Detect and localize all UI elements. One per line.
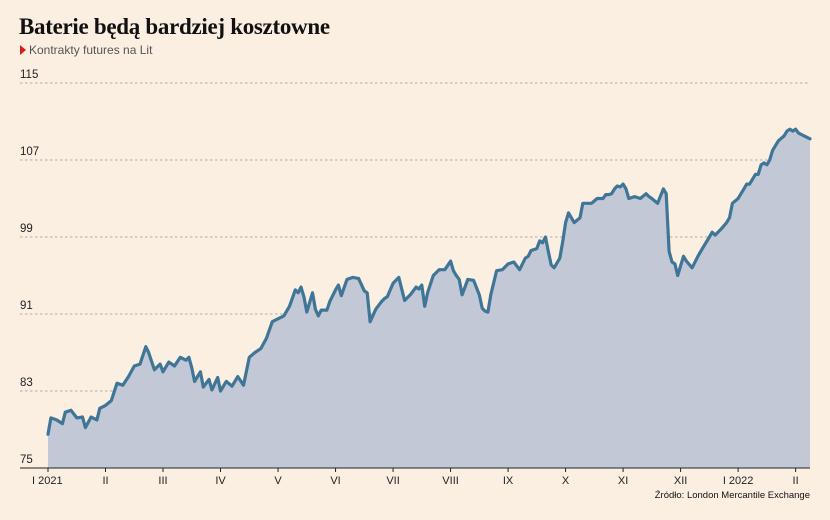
area-fill (48, 129, 810, 468)
chart-title: Baterie będą bardziej kosztowne (19, 14, 330, 39)
y-tick-label: 91 (20, 300, 33, 312)
x-tick-label: I 2021 (32, 475, 63, 487)
x-tick-label: I 2022 (723, 475, 754, 487)
y-tick-label: 107 (20, 146, 39, 158)
x-axis: I 2021 II III IV V VI VII VIII IX X XI XII I 2022 II (20, 467, 810, 487)
x-tick-label: II (793, 475, 799, 487)
chart-subtitle: Kontrakty futures na Lit (20, 43, 152, 57)
red-triangle-icon (20, 45, 26, 55)
y-axis-tick-labels: 75 83 91 99 107 115 (20, 69, 39, 466)
x-tick-label: VIII (442, 475, 459, 487)
y-tick-label: 75 (20, 454, 33, 466)
y-tick-label: 99 (20, 223, 33, 235)
source-note: Źródło: London Mercantile Exchange (654, 490, 810, 501)
x-tick-label: XI (618, 475, 628, 487)
x-tick-label: X (562, 475, 570, 487)
x-tick-label: III (158, 475, 167, 487)
x-tick-label: V (274, 475, 282, 487)
y-tick-label: 83 (20, 377, 33, 389)
y-tick-label: 115 (20, 69, 38, 81)
x-tick-label: VI (330, 475, 340, 487)
x-tick-label: XII (674, 475, 687, 487)
series-line (46, 127, 812, 436)
series-layer (46, 127, 812, 468)
chart-subtitle-text: Kontrakty futures na Lit (29, 43, 153, 57)
x-tick-label: IV (215, 475, 226, 487)
x-tick-label: II (102, 475, 108, 487)
x-tick-label: VII (386, 475, 399, 487)
x-tick-label: IX (503, 475, 514, 487)
